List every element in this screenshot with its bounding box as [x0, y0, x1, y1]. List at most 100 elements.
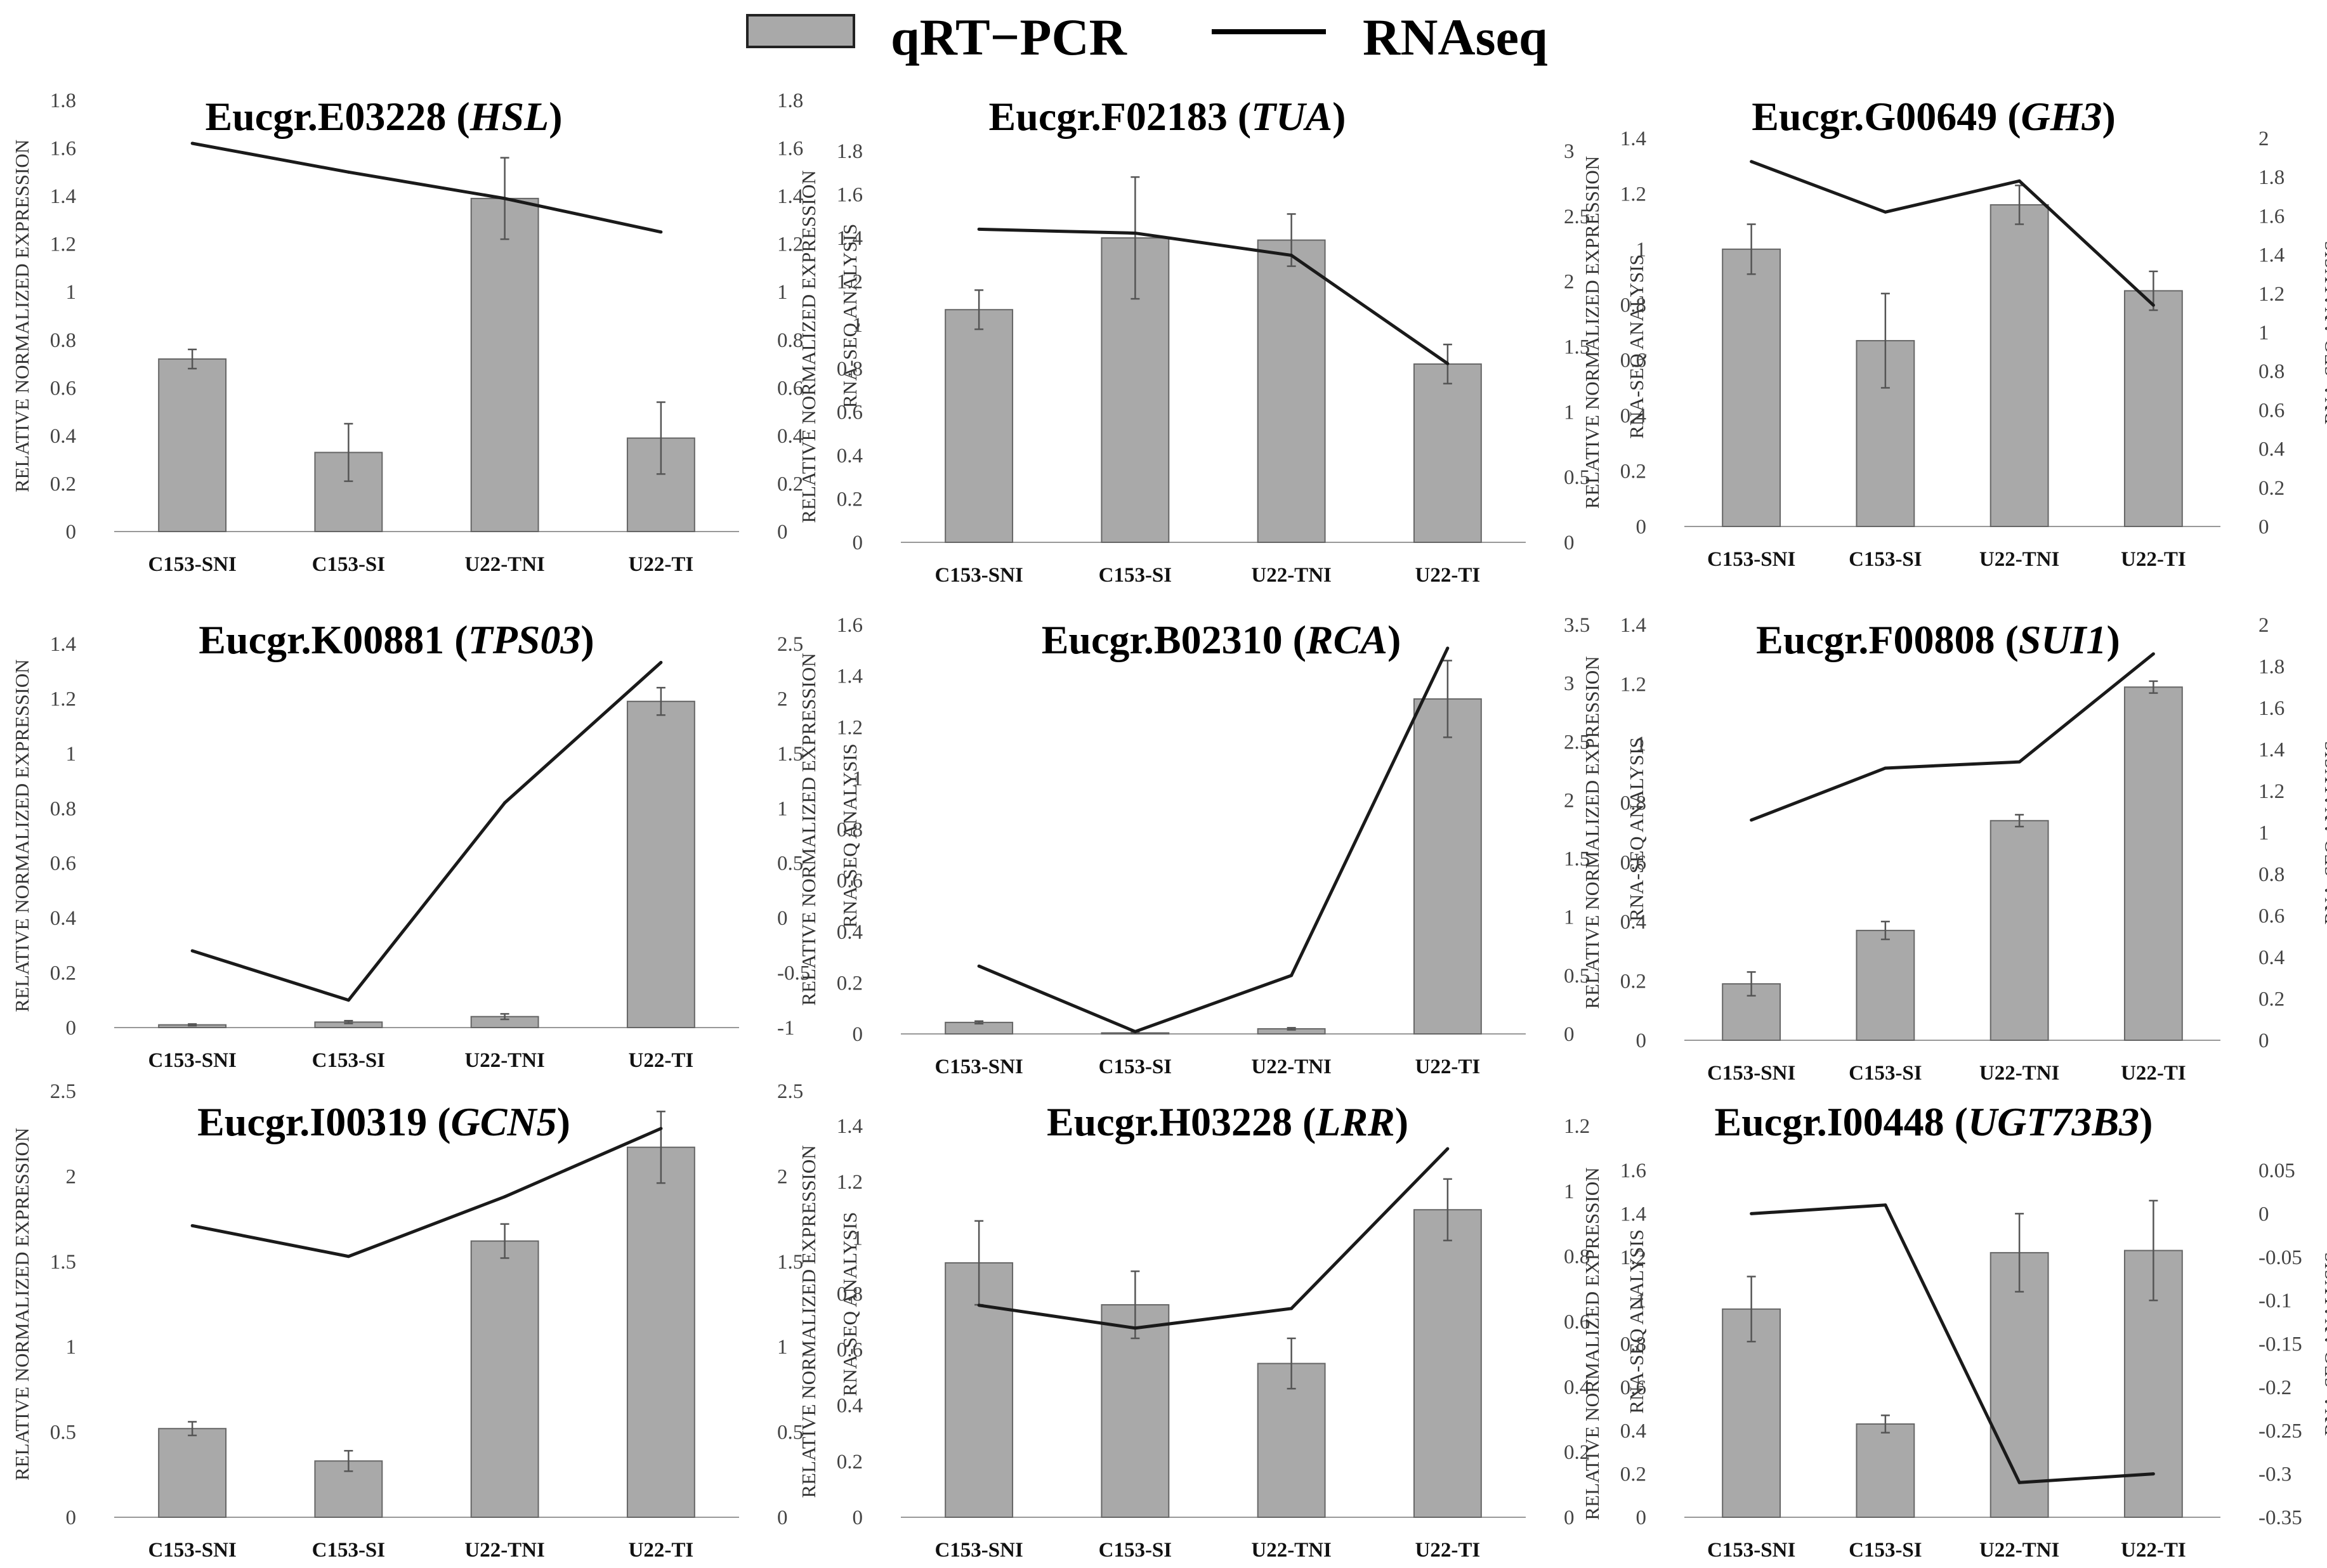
y-tick-label: 1.2: [1620, 183, 1646, 206]
y-tick-label: 0.2: [1620, 1463, 1646, 1486]
y2-tick-label: 0: [777, 907, 788, 930]
y2-tick-label: 0.6: [1564, 1311, 1590, 1334]
y-tick-label: 0.4: [1620, 405, 1646, 428]
chart-title-suffix: ): [580, 617, 594, 662]
chart-title: Eucgr.I00319 (GCN5): [197, 1099, 570, 1144]
y2-tick-label: 0.2: [2258, 477, 2284, 500]
chart-title-gene: TUA: [1251, 94, 1332, 139]
chart-panel-rca: Eucgr.B02310 (RCA) 0 0.2 0.4 0.6 0.8 1 1.2 1.4 1.…: [797, 614, 1648, 1078]
y-tick-label: 1: [1636, 1290, 1647, 1312]
y-tick-label: 0.8: [50, 329, 76, 352]
y2-tick-label: 2: [2258, 614, 2269, 637]
category-label: U22-TI: [1415, 1055, 1481, 1078]
y2-axis-label: RNA-SEQ ANALYSIS: [839, 743, 861, 928]
y2-tick-label: 0.5: [777, 1421, 803, 1444]
y-tick-label: 1.4: [837, 1115, 863, 1138]
bar-C153-SI[interactable]: [1856, 1423, 1915, 1518]
rnaseq-point: [2017, 760, 2021, 764]
y-tick-label: 0.6: [1620, 851, 1646, 874]
bar-U22-TNI[interactable]: [1989, 204, 2049, 527]
chart-title-suffix: ): [2107, 617, 2120, 662]
rnaseq-point: [1133, 232, 1137, 235]
rnaseq-point: [1133, 1029, 1137, 1033]
y-tick-label: 0.6: [50, 853, 76, 875]
bar-C153-SI[interactable]: [1856, 929, 1915, 1041]
y2-tick-label: 0.5: [1564, 466, 1590, 489]
y2-tick-label: 1.5: [777, 1251, 803, 1274]
y-tick-label: 0: [1636, 516, 1647, 539]
y2-tick-label: 1.5: [1564, 848, 1590, 871]
bar-U22-TI[interactable]: [2123, 290, 2183, 527]
rnaseq-line: [1750, 160, 2155, 306]
y-tick-label: 1.4: [1620, 1203, 1646, 1225]
y2-tick-label: 0: [1564, 532, 1575, 554]
y-tick-label: 1.2: [837, 716, 863, 739]
bar-U22-TNI[interactable]: [1257, 239, 1326, 543]
y-axis-label: RELATIVE NORMALIZED EXPRESSION: [11, 140, 33, 492]
bar-U22-TNI[interactable]: [1257, 1362, 1326, 1519]
bar-C153-SNI[interactable]: [1722, 1308, 1781, 1519]
bar-U22-TI[interactable]: [1413, 363, 1482, 544]
y2-tick-label: 1.2: [2258, 283, 2284, 306]
y2-tick-label: 3.5: [1564, 614, 1590, 637]
y-tick-label: 1.8: [50, 89, 76, 112]
y2-tick-label: 1: [2258, 822, 2269, 845]
y-tick-label: 1: [853, 768, 863, 790]
chart-title-suffix: ): [549, 94, 562, 139]
bar-C153-SI[interactable]: [1101, 1304, 1170, 1518]
rnaseq-point: [346, 998, 350, 1002]
rnaseq-point: [1750, 818, 1753, 822]
y-tick-label: 2: [66, 1165, 77, 1188]
bar-U22-TNI[interactable]: [470, 197, 539, 532]
y-tick-label: 0.6: [837, 401, 863, 424]
category-label: C153-SI: [1099, 564, 1172, 587]
y2-tick-label: 1: [777, 1336, 788, 1359]
rnaseq-point: [2017, 1480, 2021, 1484]
y-tick-label: 0.8: [1620, 1333, 1646, 1356]
y2-tick-label: 0.8: [2258, 863, 2284, 886]
category-label: U22-TI: [1415, 1539, 1481, 1562]
y2-tick-label: 2.5: [777, 633, 803, 656]
bar-C153-SNI[interactable]: [158, 358, 227, 532]
bar-U22-TI[interactable]: [1413, 698, 1482, 1035]
rnaseq-point: [1884, 1203, 1887, 1207]
y-tick-label: 1.4: [1620, 127, 1646, 150]
category-label: C153-SNI: [1707, 548, 1795, 571]
category-label: C153-SI: [312, 553, 386, 576]
y-tick-label: 1: [853, 314, 863, 337]
category-label: U22-TI: [629, 1539, 694, 1562]
bar-C153-SNI[interactable]: [158, 1428, 227, 1519]
y2-tick-label: 0: [2258, 516, 2269, 539]
y2-tick-label: 1: [1564, 401, 1575, 424]
chart-title-gene: SUI1: [2019, 617, 2107, 662]
y-tick-label: 0.2: [50, 473, 76, 495]
rnaseq-point: [1884, 766, 1887, 770]
bar-C153-SNI[interactable]: [945, 309, 1014, 543]
y-tick-label: 1.4: [837, 227, 863, 250]
chart-title-suffix: ): [1387, 617, 1401, 662]
y-tick-label: 1.4: [50, 185, 76, 208]
y2-tick-label: 0.4: [2258, 946, 2284, 969]
y-tick-label: 1: [66, 1336, 77, 1359]
y2-tick-label: -0.25: [2258, 1420, 2302, 1442]
rnaseq-point: [190, 949, 194, 953]
bar-U22-TI[interactable]: [2123, 686, 2183, 1041]
category-label: U22-TI: [2121, 1539, 2186, 1562]
y2-tick-label: 0.8: [2258, 360, 2284, 383]
rnaseq-line: [978, 647, 1450, 1033]
y2-axis-label: RNA-SEQ ANALYSIS: [2320, 240, 2327, 425]
y2-tick-label: 0.8: [777, 329, 803, 352]
bar-U22-TNI[interactable]: [1989, 820, 2049, 1042]
y-tick-label: 1.5: [50, 1251, 76, 1274]
bar-U22-TI[interactable]: [626, 700, 695, 1028]
y2-tick-label: 1.2: [1564, 1115, 1590, 1138]
y2-tick-label: 0: [777, 521, 788, 544]
y2-tick-label: 1.6: [2258, 697, 2284, 720]
bar-U22-TI[interactable]: [626, 1146, 695, 1518]
chart-title-suffix: ): [557, 1099, 570, 1144]
bar-U22-TNI[interactable]: [470, 1240, 539, 1518]
bar-C153-SNI[interactable]: [1722, 248, 1781, 527]
y-tick-label: 0.4: [837, 445, 863, 467]
y2-tick-label: 0.6: [2258, 905, 2284, 928]
bar-U22-TI[interactable]: [1413, 1209, 1482, 1518]
